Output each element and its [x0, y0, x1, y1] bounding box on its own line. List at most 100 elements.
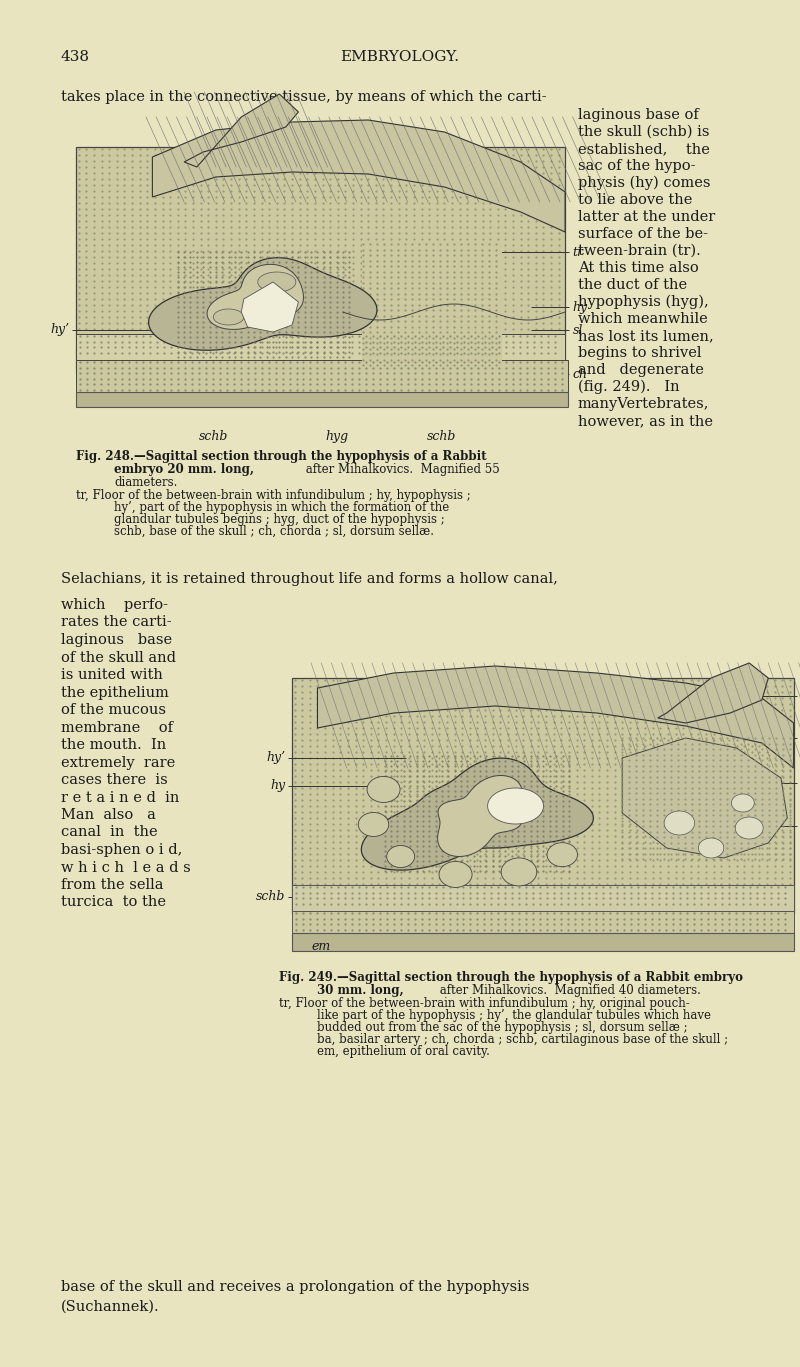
Text: laginous base of: laginous base of	[578, 108, 698, 122]
Text: glandular tubules begins ; hyg, duct of the hypophysis ;: glandular tubules begins ; hyg, duct of …	[99, 513, 445, 526]
Circle shape	[698, 838, 724, 858]
Circle shape	[386, 846, 414, 868]
Text: the duct of the: the duct of the	[578, 278, 687, 293]
Text: rates the carti-: rates the carti-	[61, 615, 171, 629]
FancyBboxPatch shape	[76, 360, 568, 392]
Polygon shape	[184, 94, 298, 167]
Circle shape	[439, 861, 472, 887]
Text: to lie above the: to lie above the	[578, 193, 692, 206]
Text: budded out from the sac of the hypophysis ; sl, dorsum sellæ ;: budded out from the sac of the hypophysi…	[302, 1021, 688, 1033]
Text: Selachians, it is retained throughout life and forms a hollow canal,: Selachians, it is retained throughout li…	[61, 571, 558, 586]
Text: schb: schb	[427, 431, 457, 443]
Polygon shape	[488, 787, 543, 824]
Polygon shape	[149, 257, 377, 350]
Text: em: em	[311, 940, 330, 953]
Text: hy: hy	[270, 779, 286, 793]
Text: ch: ch	[573, 368, 588, 380]
FancyBboxPatch shape	[362, 242, 502, 372]
Text: and   degenerate: and degenerate	[578, 364, 704, 377]
Text: begins to shrivel: begins to shrivel	[578, 346, 702, 360]
Text: Man  also   a: Man also a	[61, 808, 156, 822]
Text: tween-brain (tr).: tween-brain (tr).	[578, 243, 701, 258]
Polygon shape	[318, 666, 794, 768]
Text: is united with: is united with	[61, 668, 163, 682]
Text: extremely  rare: extremely rare	[61, 756, 175, 770]
Text: surface of the be-: surface of the be-	[578, 227, 708, 241]
Text: sac of the hypo-: sac of the hypo-	[578, 159, 695, 174]
Text: the skull (schb) is: the skull (schb) is	[578, 124, 710, 139]
FancyBboxPatch shape	[76, 392, 568, 407]
Text: (Suchannek).: (Suchannek).	[61, 1300, 159, 1314]
Text: however, as in the: however, as in the	[578, 414, 713, 428]
Text: (fig. 249).   In: (fig. 249). In	[578, 380, 679, 395]
Text: 30 mm. long,: 30 mm. long,	[318, 984, 404, 997]
Text: Fig. 249.—Sagittal section through the hypophysis of a Rabbit embryo: Fig. 249.—Sagittal section through the h…	[279, 971, 743, 984]
Circle shape	[501, 858, 537, 886]
Text: diameters.: diameters.	[114, 476, 178, 489]
Text: cases there  is: cases there is	[61, 772, 168, 787]
Text: schb, base of the skull ; ch, chorda ; sl, dorsum sellæ.: schb, base of the skull ; ch, chorda ; s…	[99, 525, 434, 539]
Text: laginous   base: laginous base	[61, 633, 172, 647]
Circle shape	[664, 811, 694, 835]
Polygon shape	[362, 759, 594, 871]
FancyBboxPatch shape	[76, 334, 565, 360]
Text: embryo 20 mm. long,: embryo 20 mm. long,	[114, 463, 254, 476]
Text: r e t a i n e d  in: r e t a i n e d in	[61, 790, 179, 805]
Text: schb: schb	[256, 890, 286, 904]
Text: has lost its lumen,: has lost its lumen,	[578, 329, 714, 343]
Text: base of the skull and receives a prolongation of the hypophysis: base of the skull and receives a prolong…	[61, 1280, 530, 1295]
Text: tr, Floor of the between-brain with infundibulum ; hy, hypophysis ;: tr, Floor of the between-brain with infu…	[76, 489, 471, 502]
Circle shape	[735, 817, 763, 839]
Text: the epithelium: the epithelium	[61, 685, 169, 700]
Polygon shape	[214, 309, 244, 325]
Text: of the skull and: of the skull and	[61, 651, 176, 664]
FancyBboxPatch shape	[292, 934, 794, 951]
Polygon shape	[258, 272, 296, 293]
FancyBboxPatch shape	[292, 910, 794, 934]
FancyBboxPatch shape	[292, 884, 794, 910]
Text: tr: tr	[573, 246, 584, 258]
Text: which    perfo-: which perfo-	[61, 597, 168, 612]
FancyBboxPatch shape	[76, 148, 565, 372]
Text: membrane    of: membrane of	[61, 720, 173, 734]
Text: ba, basilar artery ; ch, chorda ; schb, cartilaginous base of the skull ;: ba, basilar artery ; ch, chorda ; schb, …	[302, 1033, 728, 1046]
Circle shape	[547, 842, 578, 867]
Text: from the sella: from the sella	[61, 878, 163, 893]
Circle shape	[358, 812, 389, 837]
Polygon shape	[658, 663, 768, 723]
FancyBboxPatch shape	[292, 678, 794, 913]
Polygon shape	[438, 775, 522, 857]
Text: which meanwhile: which meanwhile	[578, 312, 707, 325]
Circle shape	[367, 776, 400, 802]
Text: like part of the hypophysis ; hy’, the glandular tubules which have: like part of the hypophysis ; hy’, the g…	[302, 1009, 711, 1023]
Text: hy’: hy’	[266, 752, 286, 764]
Text: latter at the under: latter at the under	[578, 211, 715, 224]
Polygon shape	[622, 738, 787, 858]
Text: takes place in the connective tissue, by means of which the carti-: takes place in the connective tissue, by…	[61, 90, 546, 104]
Text: hy’, part of the hypophysis in which the formation of the: hy’, part of the hypophysis in which the…	[99, 500, 450, 514]
Text: of the mucous: of the mucous	[61, 703, 166, 718]
Text: sl: sl	[573, 324, 583, 336]
Text: em, epithelium of oral cavity.: em, epithelium of oral cavity.	[302, 1044, 490, 1058]
Polygon shape	[152, 120, 565, 232]
Text: hyg: hyg	[325, 431, 348, 443]
Text: basi-sphen o i d,: basi-sphen o i d,	[61, 843, 182, 857]
Text: 438: 438	[61, 51, 90, 64]
Text: EMBRYOLOGY.: EMBRYOLOGY.	[341, 51, 459, 64]
Text: manyVertebrates,: manyVertebrates,	[578, 396, 710, 411]
Text: after Mihalkovics.  Magnified 40 diameters.: after Mihalkovics. Magnified 40 diameter…	[435, 984, 701, 997]
Text: established,    the: established, the	[578, 142, 710, 156]
Text: canal  in  the: canal in the	[61, 826, 158, 839]
Polygon shape	[242, 282, 298, 332]
Text: At this time also: At this time also	[578, 261, 698, 275]
Text: w h i c h  l e a d s: w h i c h l e a d s	[61, 860, 190, 875]
Text: Fig. 248.—Sagittal section through the hypophysis of a Rabbit: Fig. 248.—Sagittal section through the h…	[76, 450, 487, 463]
Text: hy: hy	[573, 301, 588, 313]
Text: the mouth.  In: the mouth. In	[61, 738, 166, 752]
Text: physis (hy) comes: physis (hy) comes	[578, 176, 710, 190]
Text: hy’: hy’	[50, 324, 70, 336]
Text: schb: schb	[198, 431, 228, 443]
Text: after Mihalkovics.  Magnified 55: after Mihalkovics. Magnified 55	[302, 463, 500, 476]
Text: turcica  to the: turcica to the	[61, 895, 166, 909]
Text: hypophysis (hyg),: hypophysis (hyg),	[578, 295, 709, 309]
